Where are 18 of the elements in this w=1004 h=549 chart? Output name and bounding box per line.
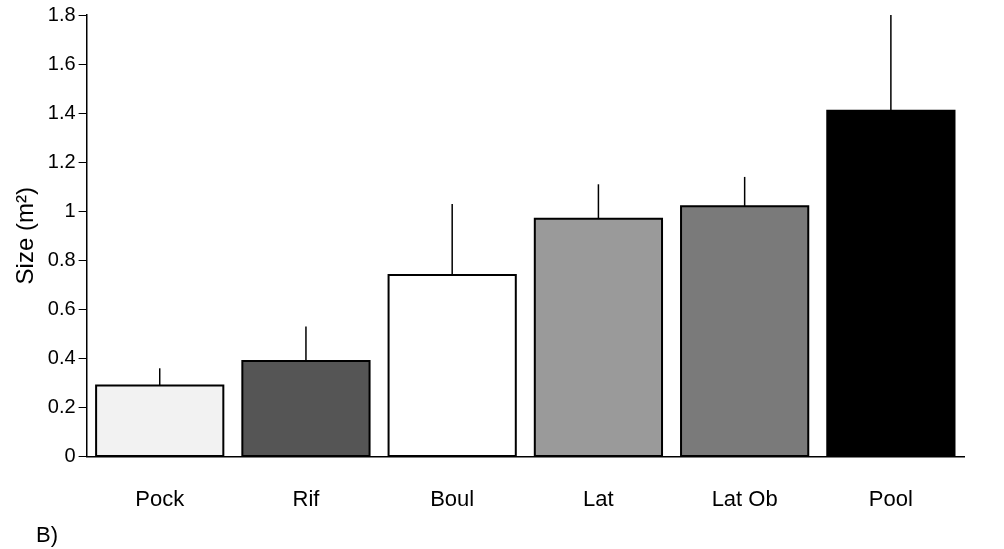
- y-tick-label: 1.6: [47, 51, 76, 74]
- y-axis-title: Size (m²): [11, 187, 39, 285]
- x-tick-label: Pock: [135, 485, 186, 511]
- y-tick-label: 0.2: [47, 395, 76, 418]
- x-tick-label: Boul: [430, 485, 475, 511]
- y-tick-label: 0.6: [47, 296, 76, 319]
- y-tick-label: 1.2: [47, 149, 76, 172]
- y-tick-label: 0.4: [47, 345, 76, 368]
- x-tick-label: Lat: [583, 485, 614, 511]
- y-tick-label: 0.8: [47, 247, 76, 270]
- y-tick-label: 0: [64, 444, 76, 467]
- y-tick-label: 1.8: [47, 2, 76, 25]
- x-tick-label: Pool: [868, 485, 913, 511]
- text: B): [36, 522, 58, 548]
- x-tick-label: Rif: [292, 485, 321, 511]
- x-tick-label: Lat Ob: [711, 485, 778, 511]
- y-tick-label: 1.4: [47, 100, 76, 123]
- y-tick-label: 1: [64, 198, 76, 221]
